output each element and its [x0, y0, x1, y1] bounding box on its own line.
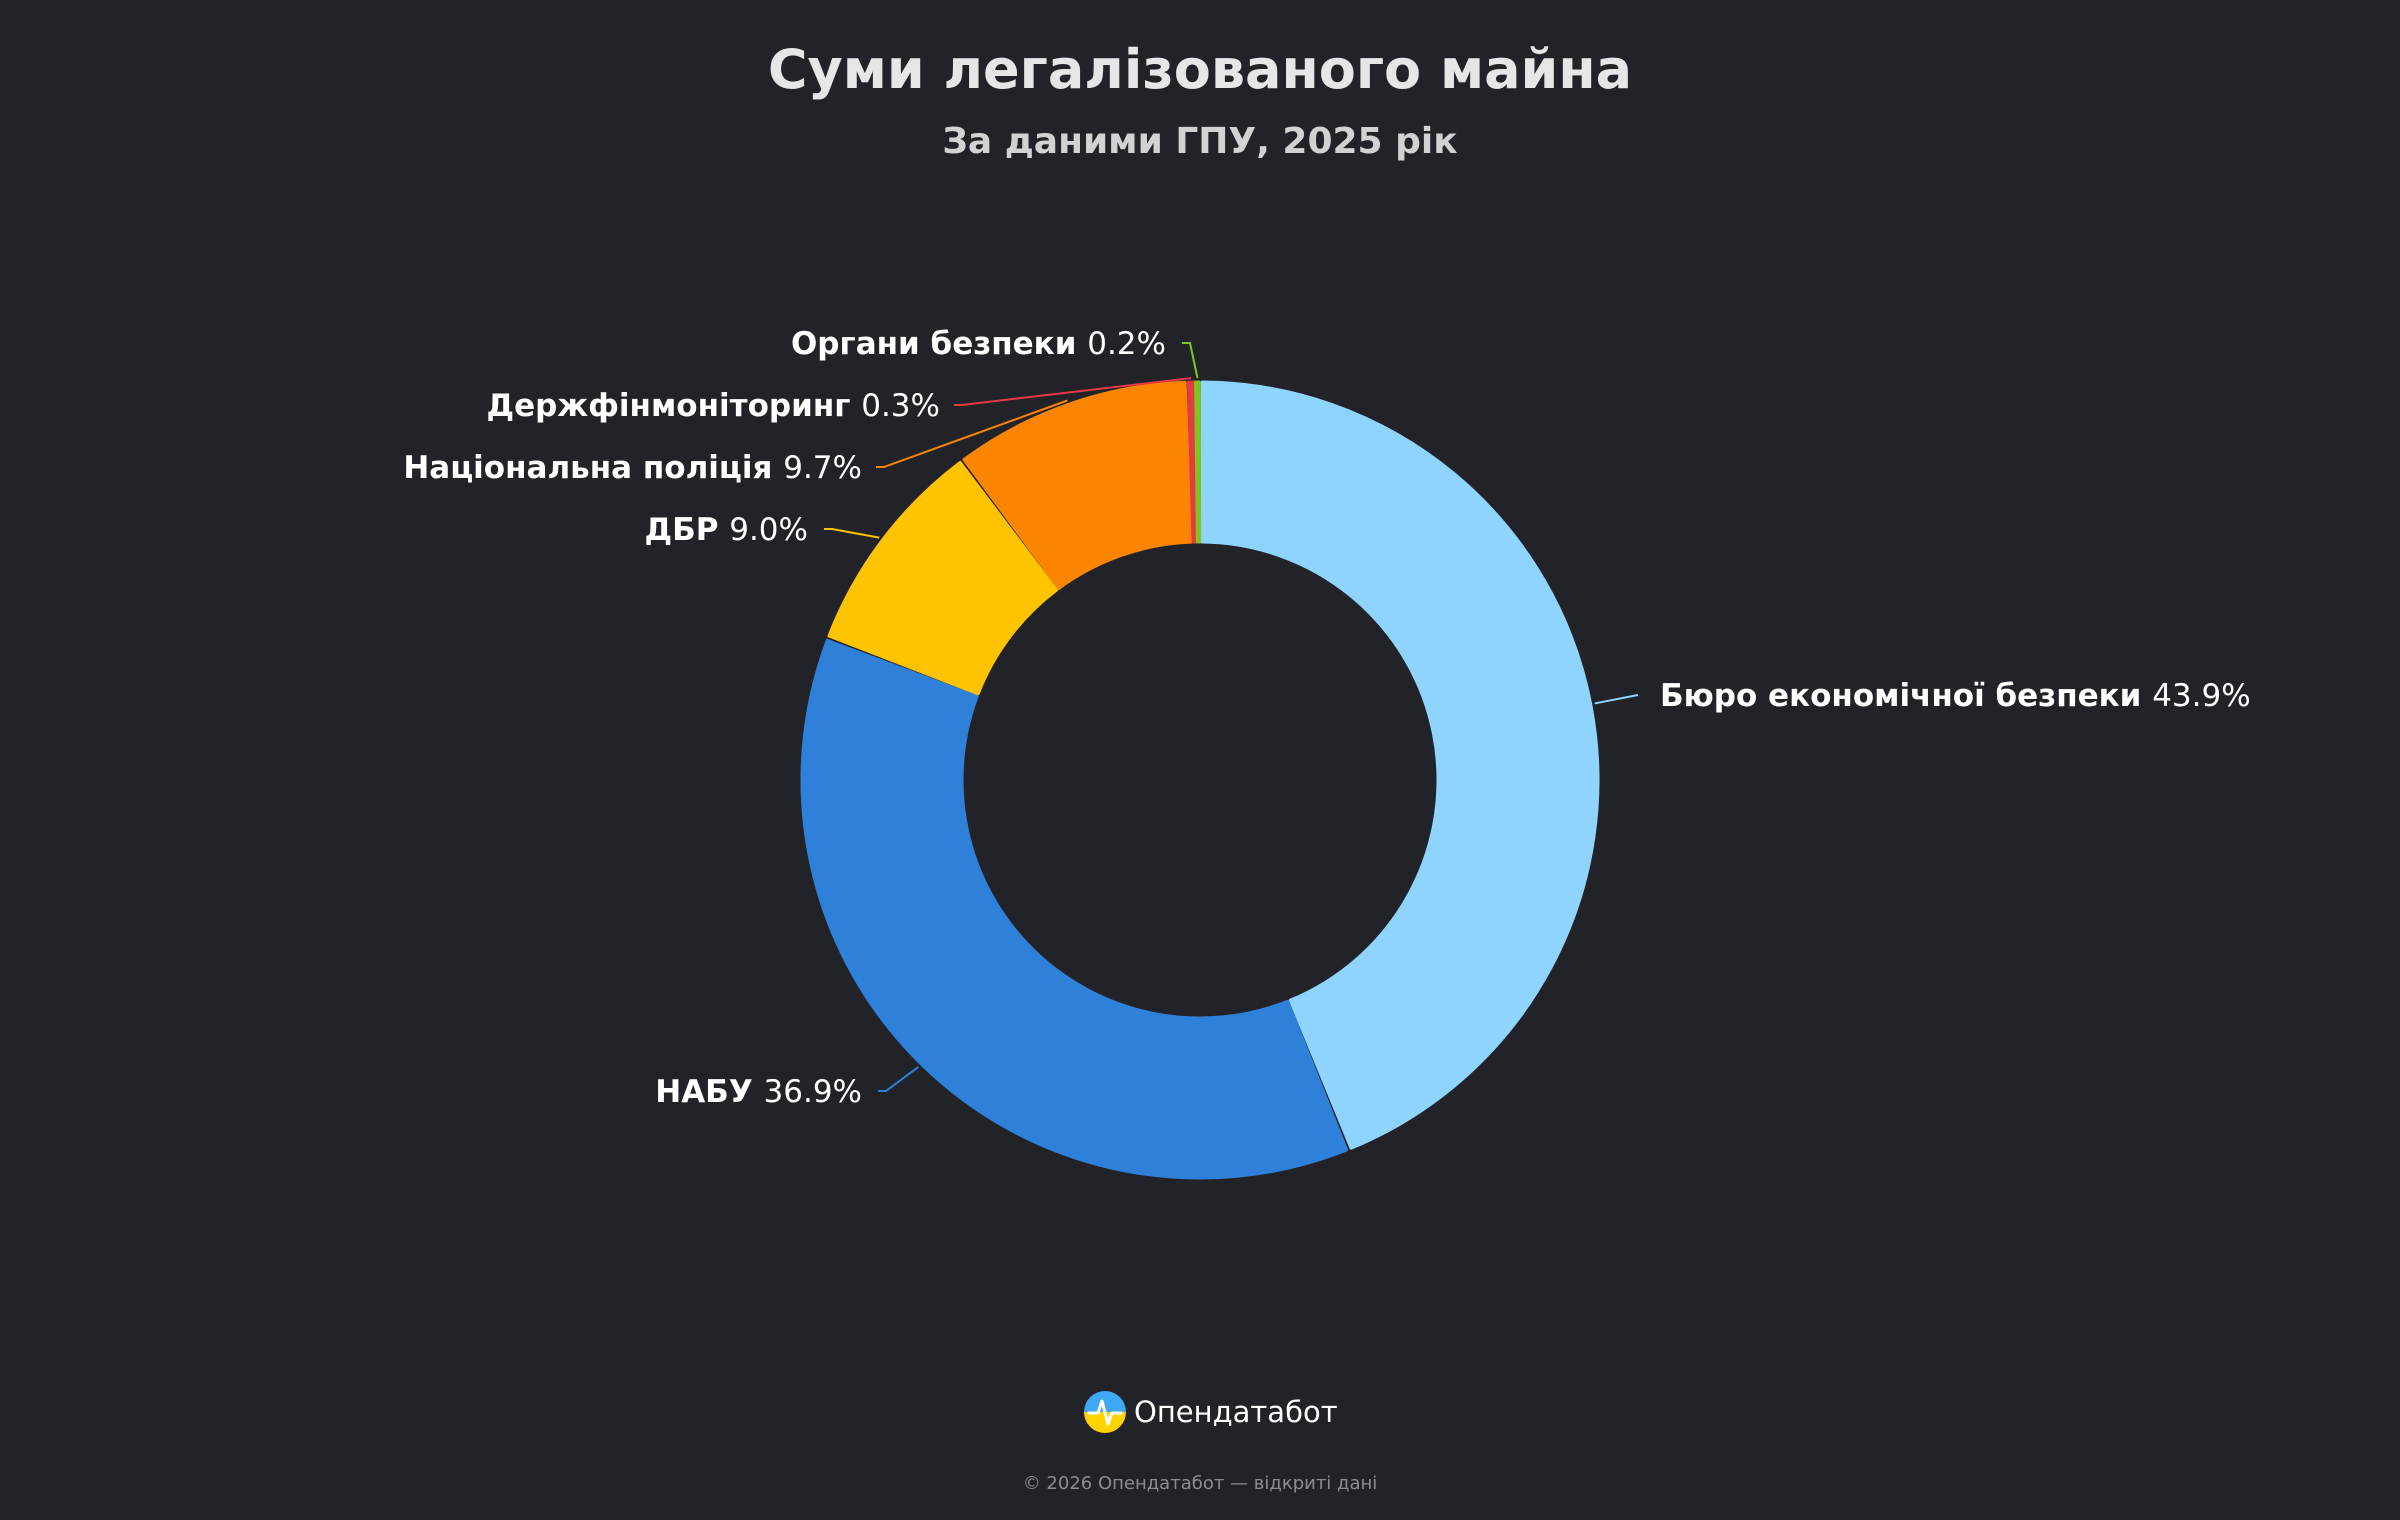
slice-label-4: Національна поліція 9.7%: [403, 450, 862, 486]
brand-name: Опендатабот: [1134, 1395, 1338, 1429]
brand-logo: Опендатабот: [1084, 1391, 1338, 1433]
slice-label-2: НАБУ 36.9%: [655, 1074, 862, 1110]
slice-value-6: 0.2%: [1087, 326, 1166, 362]
slice-name-4: Національна поліція: [403, 450, 783, 486]
slice-name-3: ДБР: [644, 512, 729, 548]
chart-subtitle: За даними ГПУ, 2025 рік: [942, 121, 1457, 162]
slice-name-5: Держфінмоніторинг: [486, 388, 861, 424]
connector-1: [1594, 694, 1639, 705]
slice-name-2: НАБУ: [655, 1074, 763, 1110]
slice-value-3: 9.0%: [729, 512, 808, 548]
slices-group: [800, 380, 1600, 1180]
slice-label-6: Органи безпеки 0.2%: [791, 326, 1166, 362]
slice-2[interactable]: [800, 638, 1349, 1180]
labels-group: Бюро економічної безпеки 43.9% НАБУ 36.9%…: [403, 326, 2250, 1110]
slice-value-1: 43.9%: [2152, 678, 2250, 714]
slice-label-3: ДБР 9.0%: [644, 512, 808, 548]
slice-3[interactable]: [827, 460, 1059, 696]
slice-value-2: 36.9%: [764, 1074, 862, 1110]
connector-4: [876, 399, 1068, 468]
slice-value-5: 0.3%: [861, 388, 940, 424]
slice-4[interactable]: [962, 380, 1193, 590]
pulse-icon: [1087, 1399, 1123, 1426]
slice-label-1: Бюро економічної безпеки 43.9%: [1660, 678, 2251, 714]
connector-3: [824, 528, 880, 539]
slice-label-5: Держфінмоніторинг 0.3%: [486, 388, 940, 424]
slice-1[interactable]: [1199, 380, 1600, 1150]
chart-title: Суми легалізованого майна: [768, 38, 1632, 101]
connectors-group: [824, 342, 1639, 1092]
slice-value-4: 9.7%: [783, 450, 862, 486]
slice-name-1: Бюро економічної безпеки: [1660, 678, 2152, 714]
footer-copyright: © 2026 Опендатабот — відкриті дані: [1023, 1473, 1378, 1494]
connector-5: [954, 377, 1192, 406]
slice-6[interactable]: [1194, 380, 1202, 544]
connector-6: [1182, 342, 1199, 379]
slice-name-6: Органи безпеки: [791, 326, 1087, 362]
connector-2: [878, 1066, 920, 1092]
